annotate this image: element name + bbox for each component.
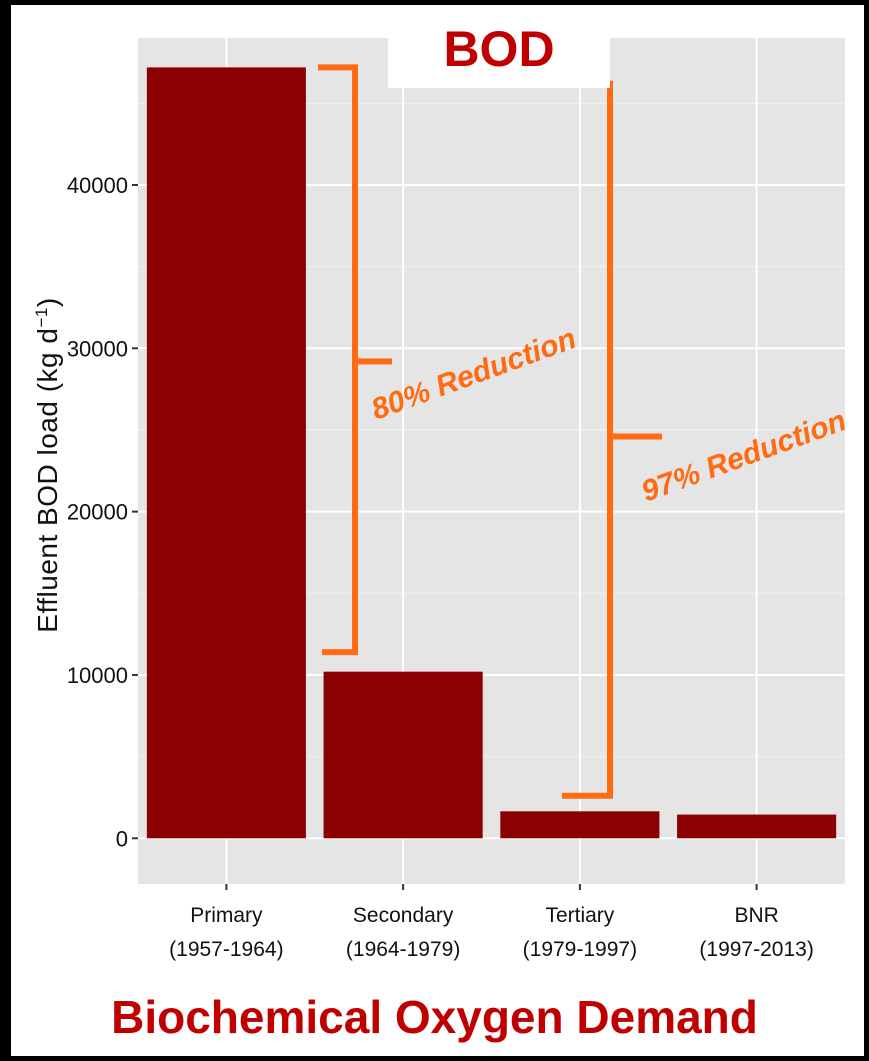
x-tick-label-period: (1997-2013) bbox=[699, 938, 813, 961]
y-axis-label-close: ) bbox=[32, 297, 64, 308]
x-tick-label-period: (1957-1964) bbox=[169, 938, 283, 961]
y-axis-label-exponent: −1 bbox=[31, 307, 51, 328]
y-axis-label: Effluent BOD load (kg d−1) bbox=[32, 297, 64, 632]
x-tick-label: Primary bbox=[190, 904, 263, 927]
x-tick-label: BNR bbox=[734, 904, 778, 927]
y-axis: 0 10000 20000 30000 40000 bbox=[67, 173, 138, 851]
y-tick-label: 20000 bbox=[67, 500, 128, 525]
y-tick-label: 40000 bbox=[67, 173, 128, 198]
bar bbox=[146, 67, 306, 839]
bar bbox=[323, 671, 483, 839]
x-tick-label: Tertiary bbox=[545, 904, 614, 927]
y-tick-label: 30000 bbox=[67, 336, 128, 361]
figure-caption: Biochemical Oxygen Demand bbox=[111, 991, 758, 1043]
y-tick-label: 0 bbox=[116, 826, 128, 851]
bar bbox=[677, 814, 837, 839]
bar bbox=[500, 811, 660, 839]
y-tick-label: 10000 bbox=[67, 663, 128, 688]
chart-title: BOD bbox=[388, 10, 610, 88]
x-tick-label-period: (1964-1979) bbox=[346, 938, 460, 961]
x-tick-label-period: (1979-1997) bbox=[523, 938, 637, 961]
x-axis: Primary (1957-1964) Secondary (1964-1979) Te… bbox=[169, 884, 814, 961]
bars bbox=[146, 67, 837, 839]
x-tick-label: Secondary bbox=[353, 904, 454, 927]
y-axis-label-text: Effluent BOD load (kg d bbox=[32, 327, 64, 633]
